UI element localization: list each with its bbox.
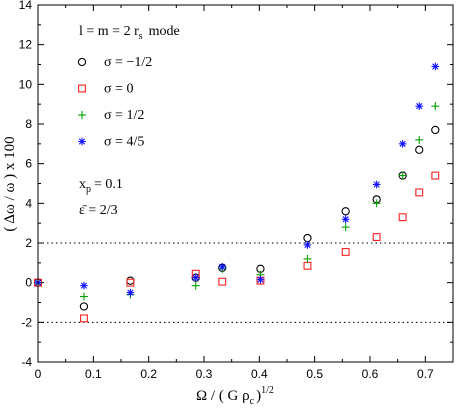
- x-tick-label: 0.1: [85, 367, 102, 381]
- y-tick-label: 0: [25, 276, 32, 290]
- x-axis-title-sub: c: [250, 396, 255, 407]
- ticks-layer: 0 0.1 0.2 0.3 0.4 0.5 0.6 0.7 -4 -2 0 2 4 6 8 10 12 14: [19, 0, 453, 381]
- data-point: [398, 171, 407, 180]
- x-tick-label: 0.5: [306, 367, 323, 381]
- data-point: [191, 281, 200, 290]
- data-point: [79, 292, 88, 301]
- x-tick-label: 0.2: [140, 367, 157, 381]
- data-point: [303, 254, 312, 263]
- data-point: [79, 302, 89, 311]
- data-point: [431, 102, 440, 111]
- y-axis-title: ( Δω / ω ) x 100: [2, 136, 18, 231]
- legend-label: σ = 1/2: [104, 108, 144, 123]
- data-point: [303, 261, 312, 270]
- x-axis-title: Ω / ( G ρc)1/2: [196, 385, 274, 407]
- y-tick-label: 10: [19, 77, 33, 91]
- x-axis-title-main: Ω / ( G ρ: [196, 388, 250, 404]
- xp-annotation: xp = 0.1: [79, 177, 123, 195]
- y-tick-label: 12: [19, 38, 33, 52]
- x-tick-label: 0: [35, 367, 42, 381]
- data-point: [341, 247, 350, 256]
- x-tick-label: 0.3: [196, 367, 213, 381]
- data-point: [341, 215, 350, 223]
- y-tick-label: 6: [25, 157, 32, 171]
- data-point: [303, 233, 312, 243]
- y-tick-label: 4: [25, 196, 32, 210]
- data-point: [218, 263, 227, 271]
- legend-marker: [78, 137, 86, 146]
- mode-tail: mode: [149, 24, 180, 39]
- data-point: [415, 145, 424, 154]
- legend-label: σ = 0: [104, 82, 133, 97]
- data-point: [372, 180, 381, 189]
- data-point: [191, 273, 200, 282]
- xp-text: x: [79, 177, 86, 192]
- xp-val: = 0.1: [94, 177, 123, 192]
- data-point: [431, 62, 440, 71]
- legend-marker: [77, 57, 87, 67]
- y-tick-label: 2: [25, 236, 32, 250]
- series-circle: [33, 125, 440, 311]
- data-point: [126, 278, 135, 287]
- data-point: [398, 213, 407, 222]
- legend-marker: [78, 84, 86, 93]
- reference-lines: [38, 242, 453, 323]
- data-point: [372, 233, 381, 241]
- y-tick-label: 8: [25, 117, 32, 131]
- y-tick-label: 14: [19, 0, 33, 12]
- y-tick-label: -2: [21, 315, 32, 329]
- x-axis-title-tail: ): [256, 388, 261, 404]
- data-point: [80, 281, 88, 290]
- data-point: [431, 125, 440, 135]
- data-point: [341, 207, 350, 216]
- data-point: [398, 140, 407, 148]
- series-square: [34, 171, 440, 323]
- mode-text: l = m = 2 r: [79, 24, 139, 39]
- data-point: [256, 275, 265, 284]
- series-asterisk: [34, 62, 440, 297]
- mode-sub: s: [139, 31, 143, 42]
- data-point: [415, 135, 424, 144]
- series-plus: [34, 102, 440, 301]
- x-tick-label: 0.7: [417, 367, 434, 381]
- legend: σ = −1/2 σ = 0 σ = 1/2 σ = 4/5: [77, 55, 152, 150]
- data-points: [33, 62, 440, 323]
- data-point: [303, 241, 312, 249]
- mode-annotation: l = m = 2 rs mode: [79, 24, 180, 42]
- data-point: [372, 199, 381, 208]
- x-tick-label: 0.4: [251, 367, 268, 381]
- x-axis-title-sup: 1/2: [261, 385, 274, 396]
- legend-label: σ = 4/5: [104, 135, 144, 150]
- legend-marker: [78, 111, 86, 119]
- data-point: [126, 276, 135, 285]
- data-point: [218, 277, 227, 286]
- data-point: [126, 288, 135, 297]
- data-point: [415, 188, 424, 197]
- data-point: [415, 102, 424, 110]
- y-tick-label: -4: [21, 355, 32, 369]
- xp-sub: p: [86, 184, 91, 195]
- data-point: [341, 223, 350, 232]
- plot-frame: [37, 4, 454, 363]
- data-point: [79, 314, 88, 323]
- x-tick-label: 0.6: [362, 367, 379, 381]
- data-point: [431, 171, 440, 180]
- epsilon-annotation: ε̄ = 2/3: [79, 203, 118, 218]
- legend-label: σ = −1/2: [104, 55, 152, 70]
